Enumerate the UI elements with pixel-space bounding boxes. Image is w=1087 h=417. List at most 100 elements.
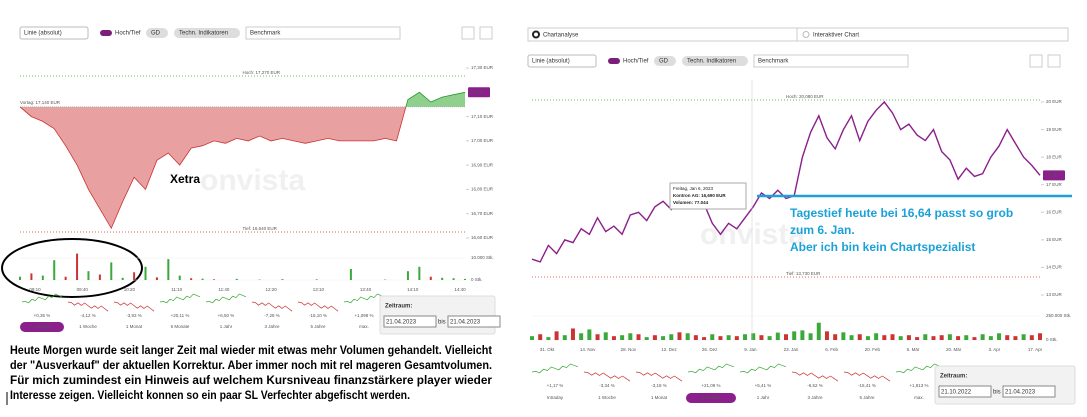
volume-bar — [653, 335, 657, 340]
x-tick-label: 28. Nov — [621, 347, 637, 352]
expand-button[interactable] — [1048, 55, 1060, 67]
toggle-label: Hoch/Tief — [115, 31, 141, 37]
low-label: Tief: 13,730 EUR — [786, 271, 821, 276]
x-tick-label: 13:10 — [313, 287, 325, 292]
volume-bar — [702, 337, 706, 340]
date-between: bis — [993, 390, 1001, 396]
date-from-value: 21.10.2022 — [941, 390, 972, 396]
volume-bar — [145, 267, 147, 280]
volume-bar — [1030, 335, 1034, 340]
volume-bar — [858, 334, 862, 340]
volume-bar — [989, 336, 993, 340]
volume-bar — [972, 337, 976, 340]
period-tab: 1 Jahr — [220, 324, 233, 329]
volume-bar — [1005, 335, 1009, 340]
watermark: onvista — [200, 164, 305, 197]
last-badge-label: 17,340 — [1045, 173, 1059, 178]
toggle[interactable] — [608, 58, 620, 64]
volume-bar — [281, 279, 283, 280]
date-to-value: 21.04.2023 — [1005, 390, 1036, 396]
volume-bar — [882, 335, 886, 340]
period-tab: 1 Jahr — [757, 395, 770, 400]
range-title: Zeitraum: — [940, 374, 967, 380]
bookmark-button[interactable] — [462, 27, 474, 39]
volume-bar — [236, 279, 238, 280]
toggle-label: Hoch/Tief — [623, 59, 649, 65]
period-change: +1,813 % — [909, 383, 928, 388]
y-tick-label: 16,80 EUR — [471, 187, 494, 192]
gd-label: GD — [151, 31, 161, 37]
y-tick-label: 18 EUR — [1046, 154, 1063, 159]
period-change: -3,34 % — [599, 383, 615, 388]
y-tick-label: 17,10 EUR — [471, 114, 494, 119]
volume-bar — [727, 335, 731, 340]
x-tick-label: 6. Mär — [907, 347, 920, 352]
volume-bar — [42, 276, 44, 280]
period-change: -3,93 % — [126, 313, 142, 318]
volume-bar — [1022, 334, 1026, 340]
comment-line: Interesse zeigen. Vielleicht konnen so e… — [10, 390, 410, 402]
volume-bar — [110, 262, 112, 280]
volume-bar — [784, 334, 788, 340]
period-change: +20,11 % — [171, 313, 190, 318]
volume-bar — [866, 336, 870, 340]
last-badge-label: 17,200 — [470, 89, 484, 94]
x-tick-label: 09:40 — [77, 287, 89, 292]
volume-bar — [874, 333, 878, 340]
indicator-label: Techn. Indikatoren — [179, 31, 228, 37]
volume-bar — [931, 336, 935, 340]
tab-label: Chartanalyse — [543, 33, 579, 39]
volume-bar — [604, 332, 608, 340]
period-tab: 6 Monate — [171, 324, 190, 329]
radio[interactable] — [803, 32, 809, 38]
high-label: Hoch: 20,080 EUR — [786, 94, 824, 99]
y-tick-label: 15 EUR — [1046, 237, 1063, 242]
comment-line: Für mich zumindest ein Hinweis auf welch… — [10, 375, 493, 387]
radio-active[interactable] — [533, 32, 539, 38]
y-tick-label: 19 EUR — [1046, 127, 1063, 132]
x-tick-label: 11:10 — [171, 287, 182, 292]
volume-tick-label: 0 Stk. — [471, 277, 483, 282]
volume-tick-label: 0 Stk. — [1046, 337, 1058, 342]
volume-bar — [800, 330, 804, 340]
period-change: -6,52 % — [807, 383, 823, 388]
volume-bar — [817, 323, 821, 340]
x-tick-label: 14:10 — [407, 287, 419, 292]
volume-bar — [179, 276, 181, 280]
period-tab: 5 Jahre — [859, 395, 875, 400]
volume-bar — [637, 334, 641, 340]
y-tick-label: 20 EUR — [1046, 99, 1063, 104]
volume-bar — [694, 335, 698, 340]
volume-bar — [430, 277, 432, 280]
tab-bar — [528, 28, 1068, 41]
volume-bar — [407, 271, 409, 280]
volume-bar — [555, 331, 559, 340]
period-tab: 1 Monat — [651, 395, 668, 400]
annotation-text: Tagestief heute bei 16,64 passt so grob — [790, 206, 1013, 220]
date-to-value: 21.04.2023 — [450, 320, 481, 326]
expand-button[interactable] — [480, 27, 492, 39]
select-label: Linie (absolut) — [24, 31, 62, 37]
bookmark-button[interactable] — [1030, 55, 1042, 67]
volume-bar — [981, 334, 985, 340]
volume-bar — [956, 336, 960, 340]
period-tab: Intraday — [34, 324, 51, 329]
period-tab: 1 Woche — [598, 395, 616, 400]
period-tab: 1 Monat — [126, 324, 143, 329]
tooltip-line: Volumen: 77.044 — [673, 200, 709, 205]
tooltip-line: Kontron AG: 16,690 EUR — [673, 193, 726, 198]
y-tick-label: 16,60 EUR — [471, 235, 494, 240]
toggle[interactable] — [100, 30, 112, 36]
period-tab: 6 Monate — [702, 395, 721, 400]
volume-bar — [792, 331, 796, 340]
x-tick-label: 13:40 — [360, 287, 372, 292]
volume-bar — [940, 335, 944, 340]
x-tick-label: 12:20 — [265, 287, 277, 292]
period-change: +0,35 % — [34, 313, 51, 318]
period-change: -16,10 % — [309, 313, 327, 318]
volume-bar — [661, 336, 665, 340]
y-tick-label: 17 EUR — [1046, 182, 1063, 187]
volume-bar — [1038, 333, 1042, 340]
x-tick-label: 31. Okt — [540, 347, 555, 352]
